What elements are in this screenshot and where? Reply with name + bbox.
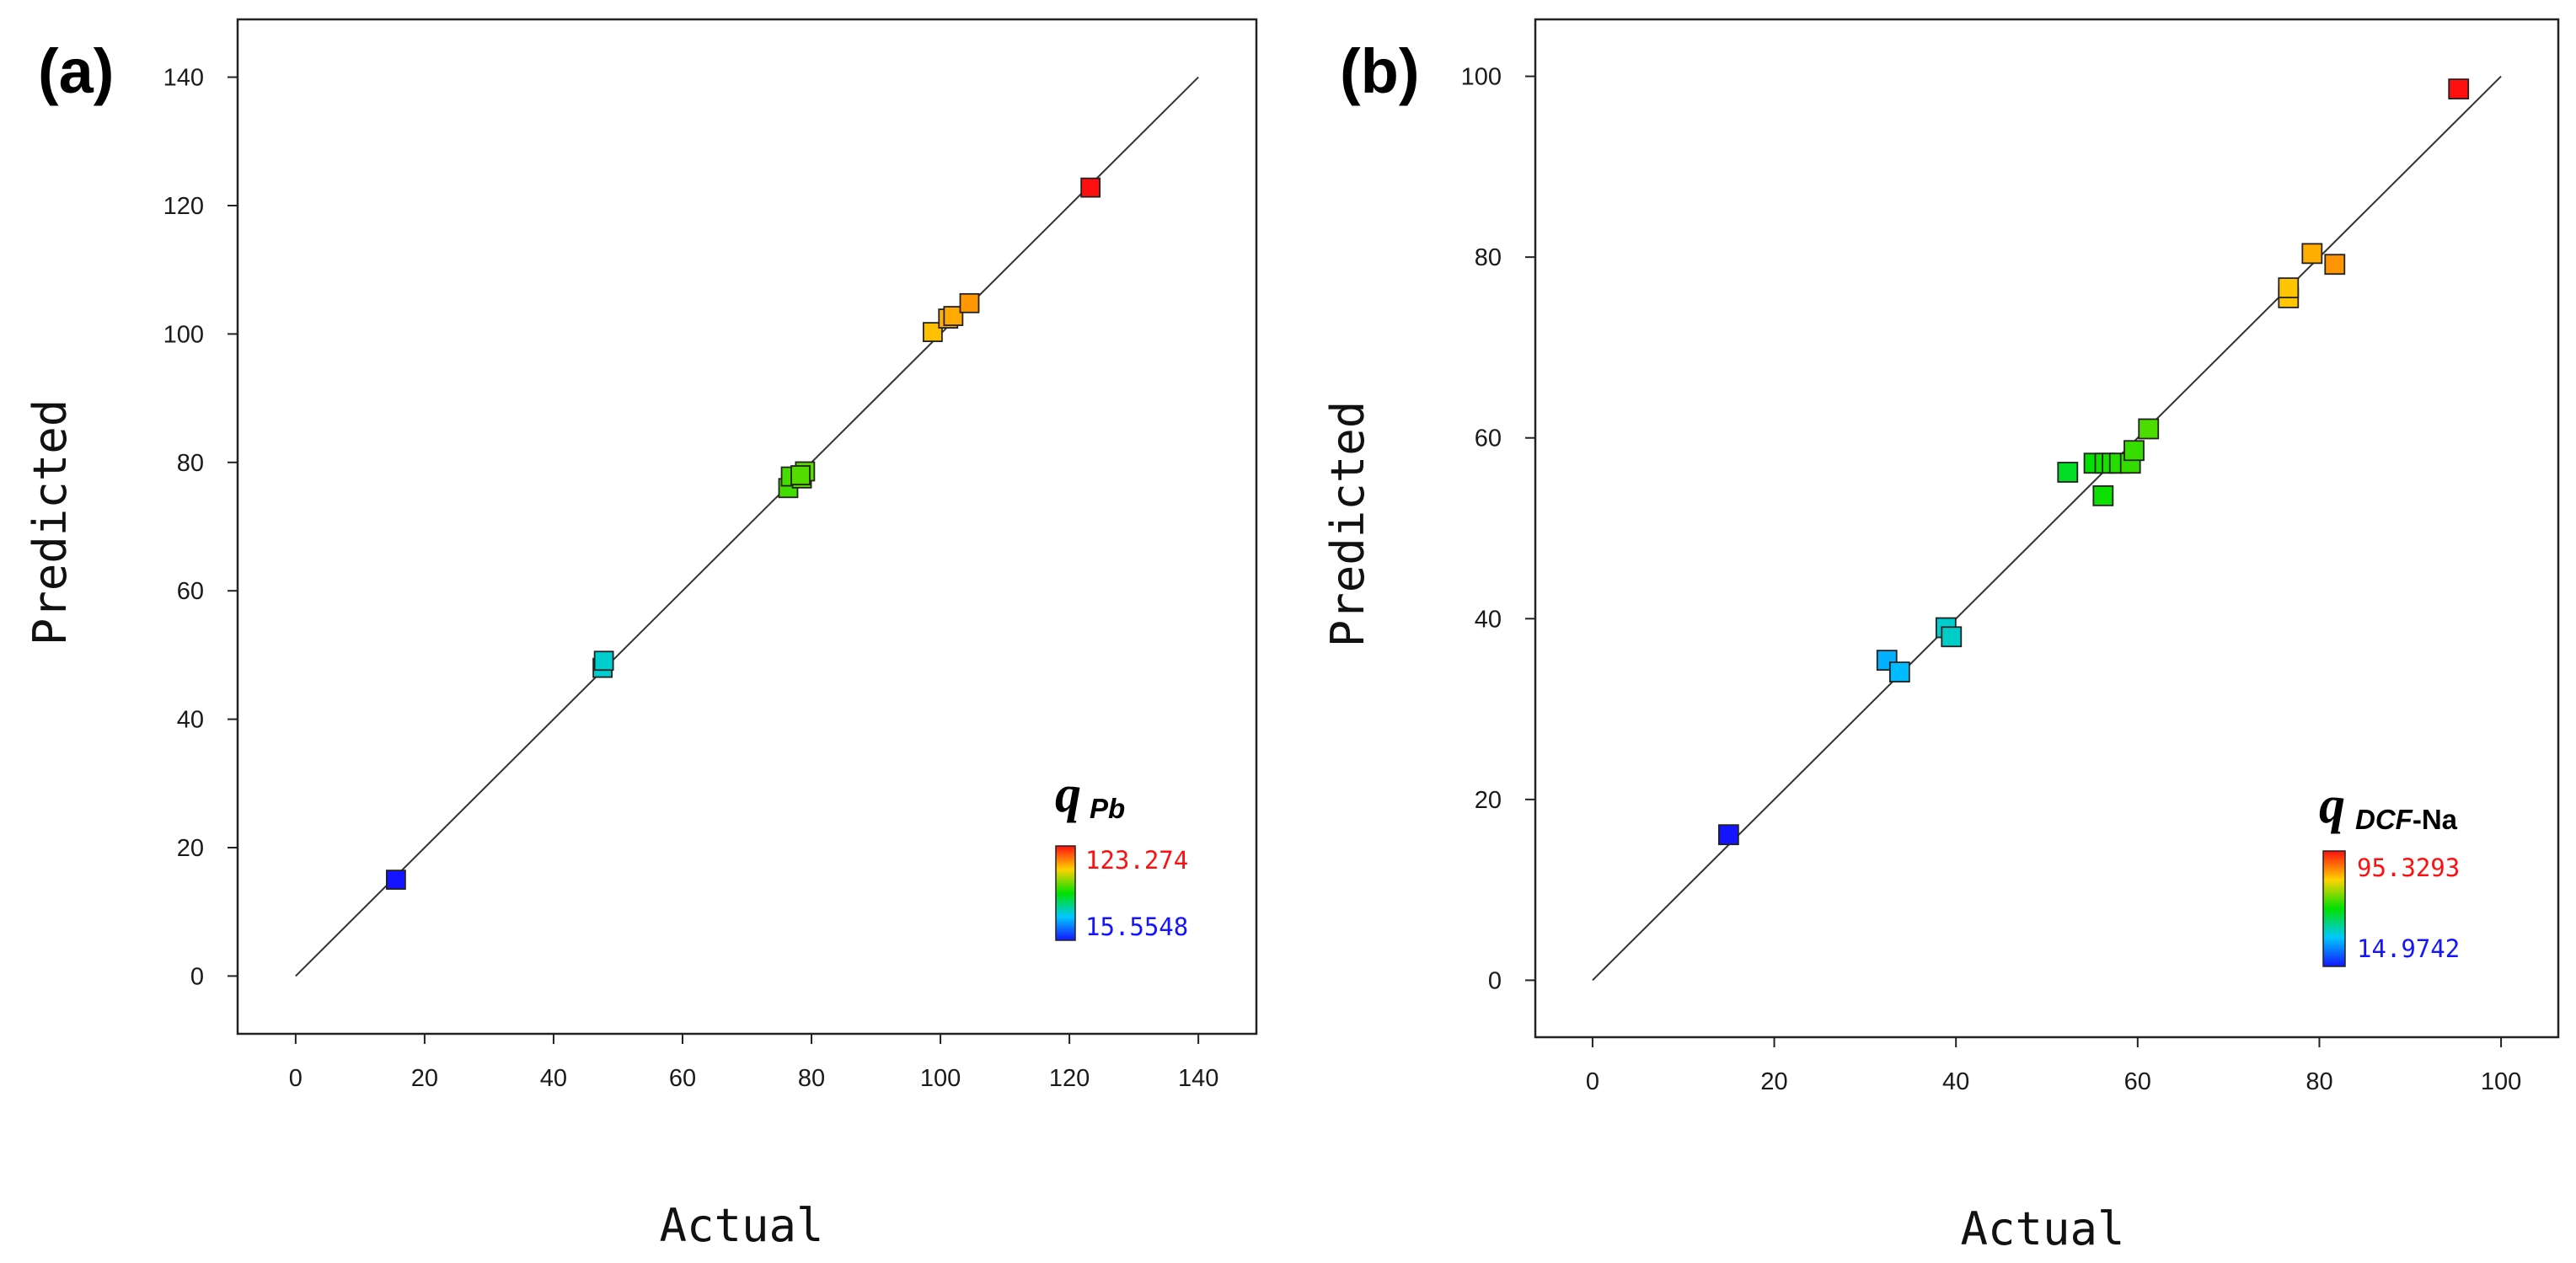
x-tick-label-a: 100: [920, 1065, 961, 1092]
legend-subscript-suffix-b: -Na: [2413, 804, 2458, 835]
y-tick-label-b: 80: [1475, 244, 1502, 271]
y-axis-title-b: Predicted: [1321, 401, 1374, 648]
data-point-a-8: [790, 465, 811, 485]
data-point-b-14: [2138, 418, 2160, 440]
legend-title-b: q DCF-Na: [2319, 777, 2458, 835]
y-tick-label-a: 100: [163, 321, 204, 348]
data-point-a-11: [943, 306, 964, 326]
reference-line-a: [295, 76, 1199, 977]
x-tick-label-a: 140: [1178, 1065, 1218, 1092]
legend-symbol-a: q: [1055, 766, 1081, 823]
y-tick-label-a: 20: [177, 835, 204, 862]
points-b: [1717, 78, 2470, 846]
data-point-b-16: [2278, 277, 2300, 299]
x-axis-title-b: Actual: [1960, 1202, 2124, 1255]
y-tick-label-b: 20: [1475, 787, 1502, 814]
x-tick-label-a: 120: [1049, 1065, 1090, 1092]
data-point-b-18: [2324, 254, 2346, 276]
y-tick-label-a: 120: [163, 193, 204, 220]
legend-subscript-a: Pb: [1090, 793, 1125, 824]
x-tick-label-b: 0: [1586, 1068, 1599, 1095]
x-tick-label-a: 40: [540, 1065, 567, 1092]
x-tick-label-b: 80: [2306, 1068, 2332, 1095]
plot-frame-b: [1534, 18, 2560, 1039]
y-tick-label-b: 100: [1461, 64, 1502, 91]
data-point-b-8: [2092, 484, 2114, 506]
x-tick-label-a: 0: [289, 1065, 303, 1092]
data-point-b-1: [1717, 824, 1739, 846]
panel-a: (a) 0 20 40 60 80 100 120 140 0 20 40 60 80 100 120 140…: [24, 18, 1258, 1252]
panel-b: (b) 0 20 40 60 80 100 0 20 40 60 80 100 Actual Pred…: [1321, 18, 2560, 1255]
y-tick-label-a: 80: [177, 450, 204, 477]
y-tick-label-b: 60: [1475, 425, 1502, 452]
data-point-b-6: [2057, 462, 2079, 483]
data-point-a-12: [959, 292, 980, 313]
data-point-b-17: [2301, 243, 2323, 265]
data-point-a-3: [593, 650, 614, 672]
panel-label-a: (a): [38, 36, 114, 106]
y-tick-label-b: 0: [1488, 967, 1502, 994]
legend-a: q Pb 123.274 15.5548: [1055, 766, 1188, 941]
y-axis-title-a: Predicted: [24, 399, 77, 646]
legend-min-b: 14.9742: [2357, 934, 2460, 963]
legend-symbol-b: q: [2319, 777, 2345, 834]
ticks-b: 0 20 40 60 80 100 0 20 40 60 80 100: [1461, 64, 2522, 1095]
x-tick-label-b: 40: [1942, 1068, 1969, 1095]
data-point-a-13: [1080, 177, 1101, 198]
y-tick-label-a: 0: [190, 963, 204, 990]
data-point-b-13: [2123, 440, 2145, 462]
x-tick-label-b: 100: [2481, 1068, 2521, 1095]
plot-frame-a: [236, 18, 1258, 1036]
legend-max-a: 123.274: [1085, 846, 1188, 875]
colorbar-b: [2322, 850, 2346, 967]
reference-line-b: [1592, 75, 2502, 982]
legend-b: q DCF-Na 95.3293 14.9742: [2319, 777, 2460, 967]
y-tick-label-b: 40: [1475, 606, 1502, 633]
legend-subscript-b: DCF: [2355, 804, 2413, 835]
data-point-b-3: [1888, 661, 1910, 682]
legend-title-a: q Pb: [1055, 766, 1125, 824]
points-a: [385, 177, 1101, 891]
x-tick-label-a: 80: [798, 1065, 825, 1092]
data-point-a-1: [385, 870, 406, 891]
x-tick-label-a: 60: [669, 1065, 696, 1092]
data-point-b-5: [1941, 626, 1963, 648]
x-tick-label-a: 20: [411, 1065, 438, 1092]
y-tick-label-a: 60: [177, 578, 204, 605]
x-axis-title-a: Actual: [659, 1199, 823, 1252]
legend-min-a: 15.5548: [1085, 912, 1188, 941]
ticks-a: 0 20 40 60 80 100 120 140 0 20 40 60 80 100 120 140: [163, 65, 1219, 1092]
y-tick-label-a: 140: [163, 65, 204, 92]
y-tick-label-a: 40: [177, 707, 204, 734]
x-tick-label-b: 60: [2124, 1068, 2151, 1095]
data-point-a-9: [922, 322, 943, 343]
colorbar-a: [1055, 845, 1076, 941]
panel-label-b: (b): [1340, 36, 1420, 106]
data-point-b-19: [2448, 78, 2470, 100]
x-tick-label-b: 20: [1760, 1068, 1787, 1095]
legend-max-b: 95.3293: [2357, 854, 2460, 882]
